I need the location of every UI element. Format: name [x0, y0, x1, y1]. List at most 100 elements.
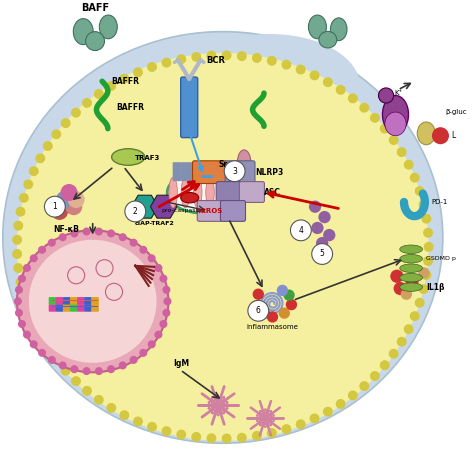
Circle shape — [106, 283, 122, 301]
FancyBboxPatch shape — [70, 297, 78, 305]
Text: 4: 4 — [299, 226, 303, 235]
Circle shape — [286, 299, 297, 310]
Circle shape — [237, 52, 246, 60]
Circle shape — [24, 264, 30, 271]
Circle shape — [18, 275, 25, 282]
Circle shape — [96, 260, 113, 277]
FancyBboxPatch shape — [91, 304, 99, 312]
Circle shape — [68, 191, 85, 208]
Circle shape — [207, 434, 216, 443]
Circle shape — [24, 331, 30, 338]
FancyBboxPatch shape — [84, 297, 92, 305]
Circle shape — [130, 356, 137, 363]
Text: BAFF: BAFF — [81, 3, 109, 13]
Circle shape — [140, 246, 146, 253]
Circle shape — [15, 298, 21, 305]
Circle shape — [390, 136, 398, 145]
Circle shape — [253, 432, 261, 440]
Circle shape — [162, 58, 171, 67]
Circle shape — [162, 427, 171, 436]
Circle shape — [96, 228, 102, 235]
Circle shape — [405, 274, 419, 288]
Circle shape — [125, 201, 146, 222]
Ellipse shape — [169, 177, 177, 208]
Circle shape — [404, 325, 413, 333]
Circle shape — [324, 78, 332, 86]
Text: cIAP-TRAF2: cIAP-TRAF2 — [134, 221, 174, 226]
Circle shape — [404, 160, 413, 169]
Circle shape — [94, 396, 103, 404]
Circle shape — [94, 90, 103, 98]
Circle shape — [192, 53, 201, 61]
Ellipse shape — [181, 177, 190, 208]
Text: ASC: ASC — [264, 188, 281, 197]
Circle shape — [163, 286, 170, 293]
FancyBboxPatch shape — [56, 297, 64, 305]
Circle shape — [348, 391, 357, 400]
Circle shape — [424, 257, 432, 265]
Circle shape — [419, 285, 428, 293]
Circle shape — [72, 377, 80, 385]
Circle shape — [282, 60, 291, 69]
Ellipse shape — [218, 177, 227, 208]
Circle shape — [415, 187, 424, 195]
Circle shape — [65, 198, 82, 215]
Circle shape — [390, 349, 398, 358]
FancyBboxPatch shape — [49, 304, 56, 312]
Circle shape — [62, 366, 70, 375]
FancyBboxPatch shape — [173, 162, 177, 181]
Circle shape — [16, 286, 22, 293]
Circle shape — [39, 349, 46, 356]
Circle shape — [267, 429, 276, 438]
Circle shape — [410, 312, 419, 320]
Circle shape — [44, 142, 52, 150]
FancyBboxPatch shape — [225, 161, 255, 183]
FancyBboxPatch shape — [77, 297, 85, 305]
FancyBboxPatch shape — [56, 304, 64, 312]
Circle shape — [72, 109, 80, 117]
Text: GSDMD p: GSDMD p — [426, 256, 456, 261]
Circle shape — [360, 382, 368, 391]
Circle shape — [71, 230, 78, 237]
Circle shape — [418, 267, 429, 279]
Circle shape — [337, 400, 345, 408]
Text: BAFFR: BAFFR — [111, 77, 140, 86]
Circle shape — [16, 310, 22, 316]
Ellipse shape — [17, 230, 168, 372]
Circle shape — [107, 404, 116, 412]
Ellipse shape — [17, 53, 428, 441]
Circle shape — [30, 255, 37, 262]
Circle shape — [277, 285, 288, 296]
Circle shape — [381, 124, 389, 133]
Text: L: L — [451, 131, 455, 140]
Text: TRAF3: TRAF3 — [135, 155, 161, 162]
Circle shape — [222, 434, 231, 443]
Text: IL1β: IL1β — [426, 283, 445, 292]
Circle shape — [393, 282, 407, 295]
Text: 1: 1 — [53, 202, 57, 211]
Ellipse shape — [385, 112, 406, 136]
Circle shape — [30, 341, 37, 347]
FancyBboxPatch shape — [181, 162, 186, 181]
Circle shape — [348, 94, 357, 102]
Circle shape — [83, 99, 91, 107]
FancyBboxPatch shape — [181, 77, 198, 137]
Ellipse shape — [3, 32, 443, 443]
Ellipse shape — [417, 122, 435, 145]
Ellipse shape — [309, 15, 327, 39]
Text: Src: Src — [219, 160, 232, 169]
FancyBboxPatch shape — [63, 304, 71, 312]
Circle shape — [432, 127, 449, 144]
Circle shape — [397, 148, 406, 156]
Circle shape — [130, 239, 137, 246]
Ellipse shape — [73, 18, 93, 45]
Circle shape — [397, 337, 406, 346]
FancyBboxPatch shape — [91, 297, 99, 305]
Circle shape — [422, 214, 430, 223]
Text: inflammasome: inflammasome — [246, 324, 299, 329]
FancyBboxPatch shape — [84, 304, 92, 312]
Circle shape — [48, 356, 55, 363]
Text: 2: 2 — [133, 207, 137, 216]
Circle shape — [163, 310, 170, 316]
Circle shape — [222, 51, 231, 60]
